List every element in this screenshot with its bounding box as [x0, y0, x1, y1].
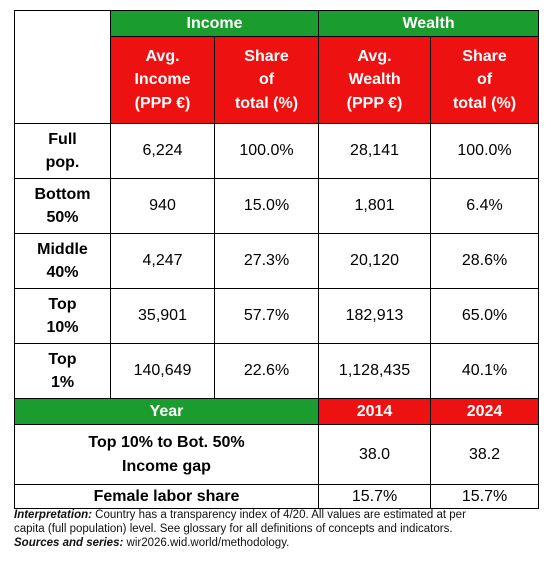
- inequality-table: Income Wealth Avg. Income (PPP €) Share of t…: [13, 10, 540, 510]
- interpretation-label: Interpretation:: [14, 509, 92, 521]
- share-wealth-cell: 40.1%: [430, 343, 540, 399]
- sources-line: Sources and series: wir2026.wid.world/me…: [14, 537, 290, 549]
- avg-income-cell: 940: [110, 178, 215, 234]
- year-2014: 2014: [318, 398, 432, 425]
- female-labor-label: Female labor share: [13, 483, 320, 510]
- share-wealth-cell: 65.0%: [430, 288, 540, 344]
- row-label: Middle 40%: [14, 233, 111, 289]
- table-row: Top 10% 35,901 57.7% 182,913 65.0%: [14, 288, 540, 344]
- corner-cell: [14, 10, 111, 124]
- footnote: Interpretation: Country has a transparen…: [14, 508, 538, 550]
- share-income-cell: 27.3%: [213, 233, 320, 289]
- year-2024: 2024: [430, 398, 540, 425]
- female-labor-row: Female labor share 15.7% 15.7%: [13, 483, 540, 510]
- avg-wealth-cell: 1,801: [318, 178, 432, 234]
- wealth-group-header: Wealth: [318, 10, 540, 37]
- interpretation-line-1: Interpretation: Country has a transparen…: [14, 509, 466, 521]
- income-group-header: Income: [109, 10, 320, 37]
- female-labor-2014: 15.7%: [318, 483, 432, 510]
- income-gap-2024: 38.2: [430, 424, 540, 485]
- share-wealth-cell: 6.4%: [430, 178, 540, 234]
- avg-wealth-cell: 1,128,435: [318, 343, 432, 399]
- row-label: Bottom 50%: [14, 178, 111, 234]
- table-row: Full pop. 6,224 100.0% 28,141 100.0%: [14, 123, 540, 179]
- table-row: Top 1% 140,649 22.6% 1,128,435 40.1%: [14, 343, 540, 399]
- table-row: Bottom 50% 940 15.0% 1,801 6.4%: [14, 178, 540, 234]
- share-income-cell: 57.7%: [213, 288, 320, 344]
- share-income-cell: 22.6%: [213, 343, 320, 399]
- share-wealth-cell: 100.0%: [430, 123, 540, 179]
- table-row: Middle 40% 4,247 27.3% 20,120 28.6%: [14, 233, 540, 289]
- avg-wealth-cell: 182,913: [318, 288, 432, 344]
- row-label: Full pop.: [14, 123, 111, 179]
- share-income-header: Share of total (%): [213, 36, 320, 124]
- avg-wealth-cell: 28,141: [318, 123, 432, 179]
- income-gap-label: Top 10% to Bot. 50% Income gap: [13, 424, 320, 485]
- row-label: Top 1%: [14, 343, 111, 399]
- row-label: Top 10%: [14, 288, 111, 344]
- avg-wealth-cell: 20,120: [318, 233, 432, 289]
- year-label: Year: [13, 398, 320, 425]
- avg-income-cell: 4,247: [110, 233, 215, 289]
- avg-income-cell: 35,901: [110, 288, 215, 344]
- share-income-cell: 15.0%: [213, 178, 320, 234]
- share-wealth-cell: 28.6%: [430, 233, 540, 289]
- interpretation-line-2: capita (full population) level. See glos…: [14, 523, 453, 535]
- avg-income-cell: 140,649: [110, 343, 215, 399]
- avg-wealth-header: Avg. Wealth (PPP €): [318, 36, 432, 124]
- share-income-cell: 100.0%: [213, 123, 320, 179]
- avg-income-cell: 6,224: [110, 123, 215, 179]
- avg-income-header: Avg. Income (PPP €): [110, 36, 215, 124]
- female-labor-2024: 15.7%: [430, 483, 540, 510]
- income-gap-2014: 38.0: [318, 424, 432, 485]
- sources-label: Sources and series:: [14, 537, 124, 549]
- income-gap-row: Top 10% to Bot. 50% Income gap 38.0 38.2: [13, 424, 540, 485]
- share-wealth-header: Share of total (%): [430, 36, 540, 124]
